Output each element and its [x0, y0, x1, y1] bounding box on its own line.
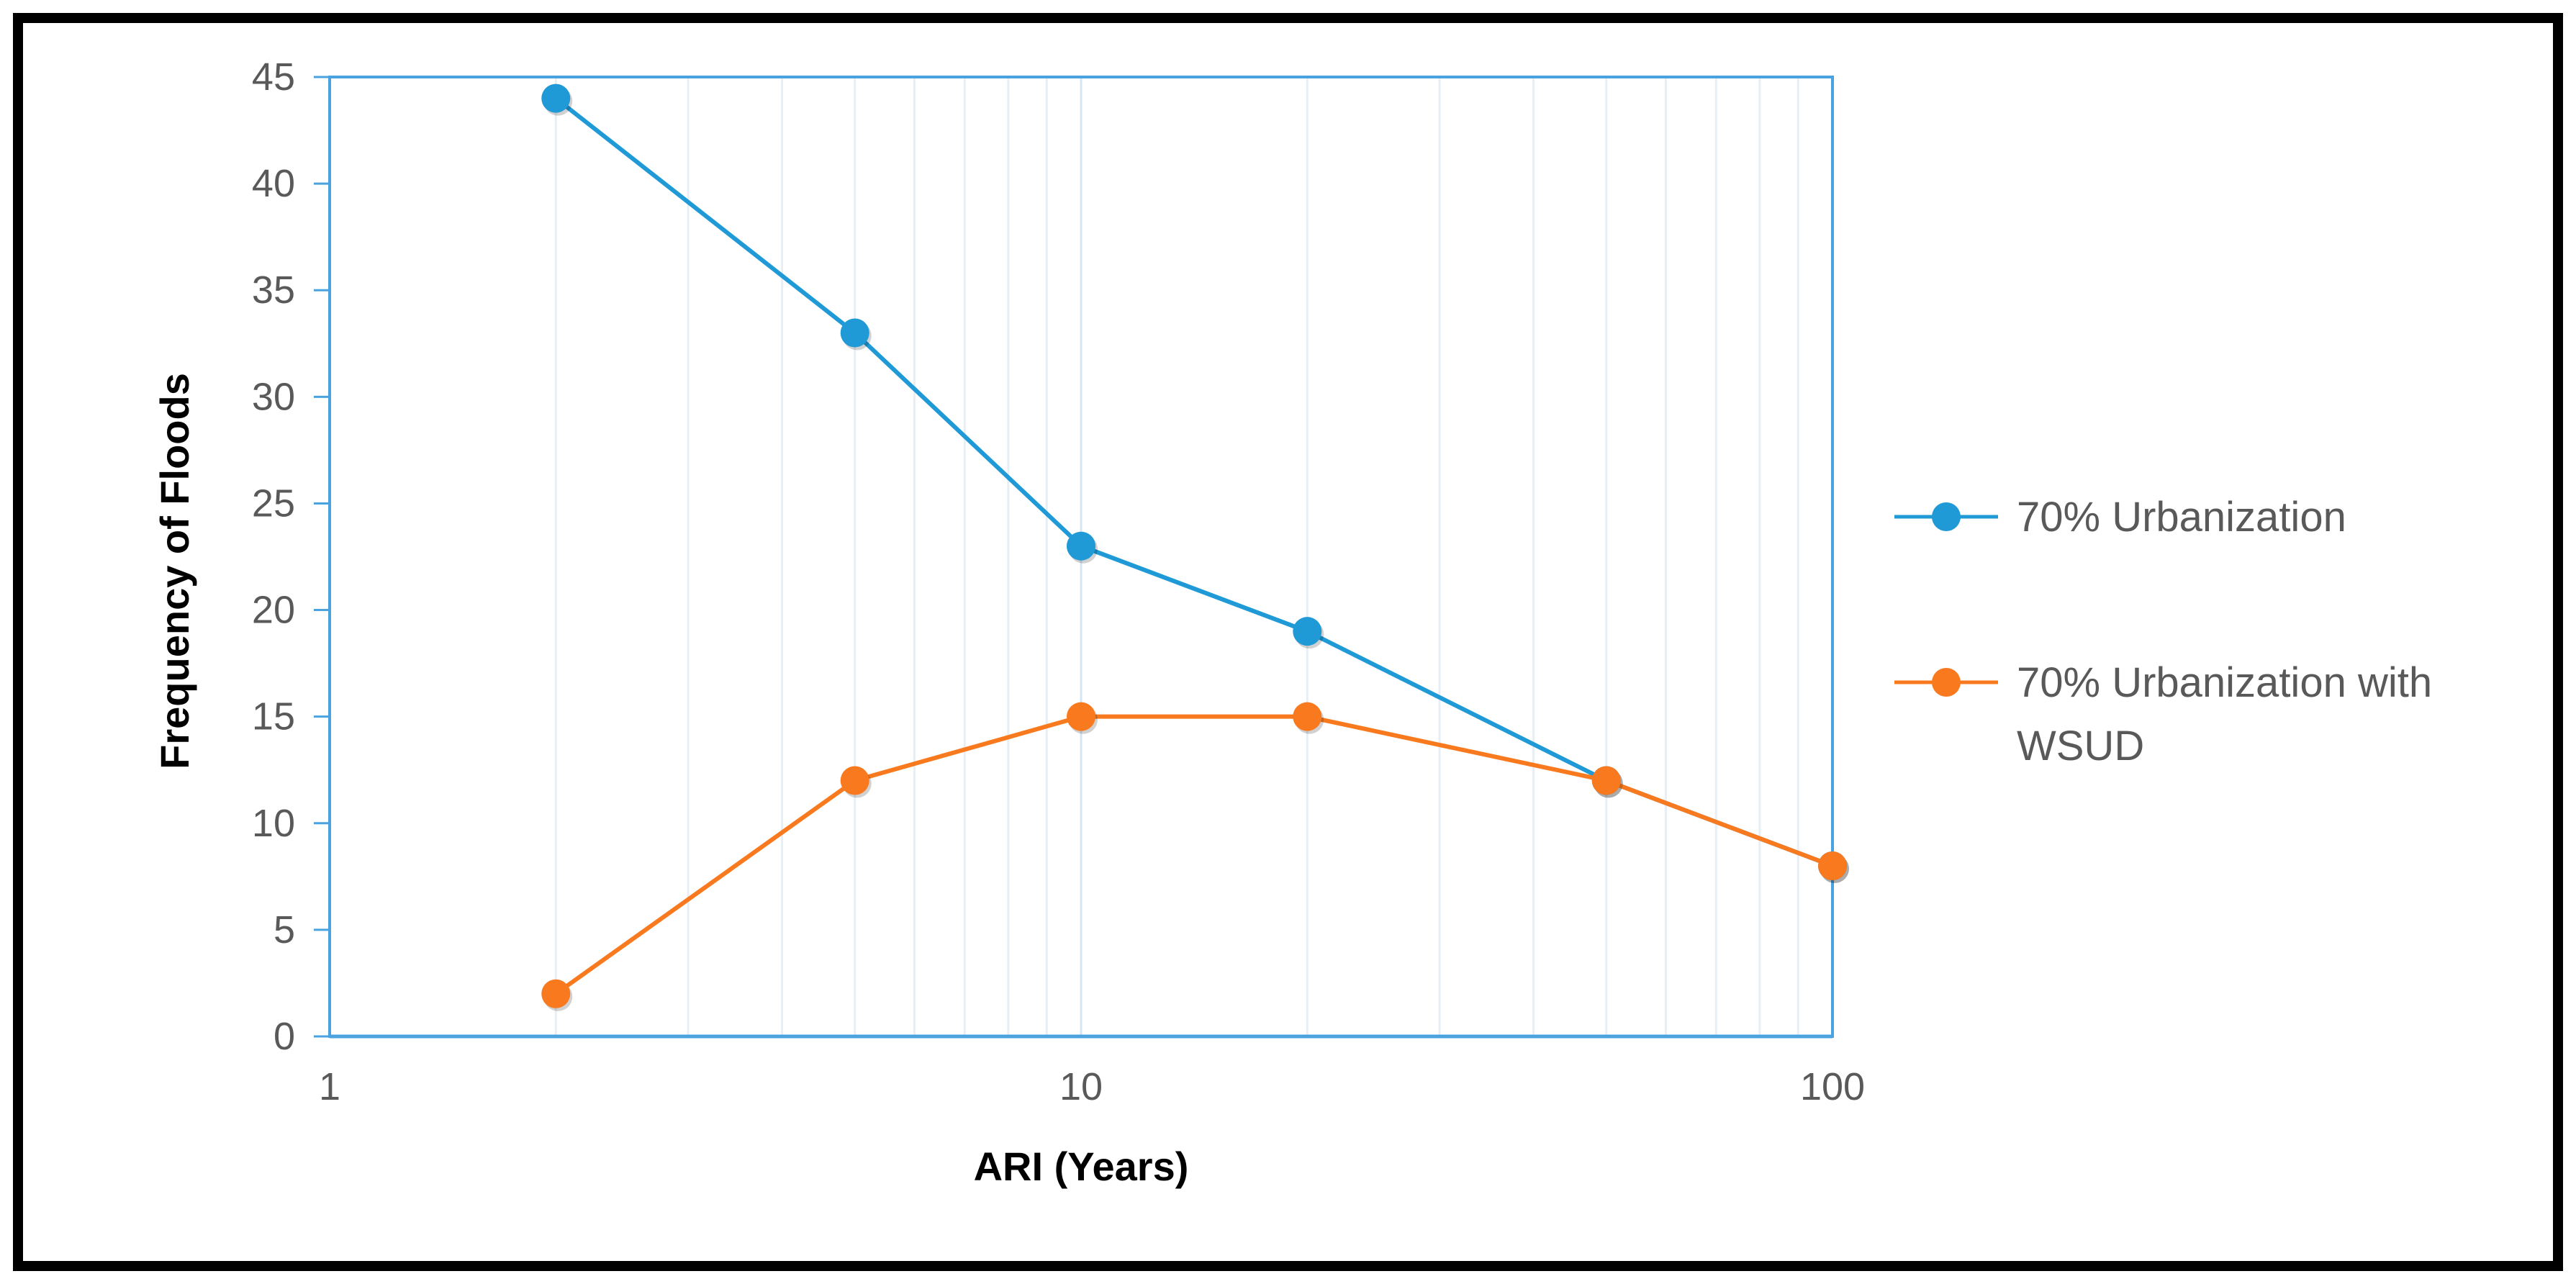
- y-tick-label: 25: [252, 482, 295, 525]
- x-tick-label: 1: [319, 1065, 340, 1108]
- legend-label: 70% Urbanization with: [2017, 659, 2432, 706]
- data-point: [1293, 702, 1322, 731]
- data-point: [840, 318, 869, 348]
- data-point: [1818, 851, 1847, 881]
- y-tick-label: 0: [274, 1015, 295, 1058]
- legend-label: WSUD: [2017, 723, 2144, 769]
- series-line: [554, 714, 1834, 996]
- legend-label: 70% Urbanization: [2017, 494, 2346, 541]
- series-layer: [541, 83, 1849, 1011]
- chart-frame: [13, 13, 2563, 1271]
- data-point: [1591, 766, 1621, 795]
- x-tick-label: 100: [1800, 1065, 1865, 1108]
- legend-marker: [1932, 668, 1961, 697]
- y-tick-label: 30: [252, 375, 295, 418]
- x-axis-title: ARI (Years): [974, 1144, 1189, 1189]
- x-tick-label: 10: [1059, 1065, 1103, 1108]
- y-tick-label: 15: [252, 695, 295, 738]
- y-tick-label: 5: [274, 908, 295, 951]
- series-1: [541, 83, 1849, 884]
- y-tick-label: 20: [252, 589, 295, 632]
- data-point: [1293, 617, 1322, 646]
- y-tick-label: 45: [252, 55, 295, 99]
- legend: 70% Urbanization 70% Urbanization with WSU…: [1894, 494, 2432, 769]
- y-tick-label: 35: [252, 268, 295, 312]
- y-tick-label: 10: [252, 802, 295, 845]
- legend-marker: [1932, 502, 1961, 531]
- data-point: [541, 979, 571, 1008]
- data-point: [1067, 531, 1095, 561]
- series-2: [541, 702, 1849, 1011]
- y-tick-label: 40: [252, 162, 295, 205]
- x-axis-ticks: 1 10 100: [319, 1065, 1865, 1108]
- data-point: [840, 766, 869, 795]
- legend-item-1: 70% Urbanization: [1894, 494, 2346, 541]
- series-line: [554, 96, 1834, 868]
- y-axis-ticks: 0 5 10 15 20 25 30 35 40 45: [252, 55, 330, 1058]
- data-point: [541, 83, 571, 113]
- data-point: [1067, 702, 1095, 731]
- legend-item-2: 70% Urbanization with WSUD: [1894, 659, 2432, 769]
- y-axis-title: Frequency of Floods: [152, 373, 197, 769]
- gridlines: [554, 77, 1799, 1036]
